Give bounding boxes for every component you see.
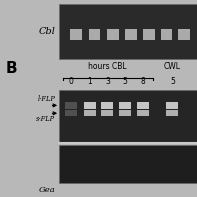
Bar xyxy=(84,110,96,116)
Text: 5: 5 xyxy=(123,77,127,86)
Text: s-FLP: s-FLP xyxy=(36,115,55,123)
Text: 3: 3 xyxy=(105,77,110,86)
Bar xyxy=(65,110,77,116)
Text: l-FLP: l-FLP xyxy=(37,95,55,103)
Text: 5: 5 xyxy=(170,77,175,86)
Bar xyxy=(89,29,100,40)
Text: B: B xyxy=(6,61,18,76)
Bar xyxy=(59,145,197,183)
Bar xyxy=(101,110,113,116)
Bar xyxy=(101,102,113,109)
Bar xyxy=(143,29,155,40)
Bar xyxy=(125,29,137,40)
Text: 1: 1 xyxy=(87,77,92,86)
Bar xyxy=(119,110,131,116)
Bar xyxy=(119,102,131,109)
Text: Cbl: Cbl xyxy=(38,27,55,36)
Bar xyxy=(137,102,149,109)
Text: 0: 0 xyxy=(69,77,73,86)
Bar xyxy=(161,29,172,40)
Bar xyxy=(166,110,178,116)
Bar xyxy=(137,110,149,116)
Bar xyxy=(107,29,119,40)
Bar xyxy=(178,29,190,40)
Bar xyxy=(70,29,82,40)
Bar xyxy=(84,102,96,109)
Bar xyxy=(59,90,197,142)
Text: CWL: CWL xyxy=(164,62,181,71)
Bar xyxy=(166,102,178,109)
Text: 8: 8 xyxy=(140,77,145,86)
Text: Gea: Gea xyxy=(38,186,55,194)
Bar xyxy=(65,102,77,109)
Text: hours CBL: hours CBL xyxy=(88,62,127,71)
Bar xyxy=(59,4,197,59)
